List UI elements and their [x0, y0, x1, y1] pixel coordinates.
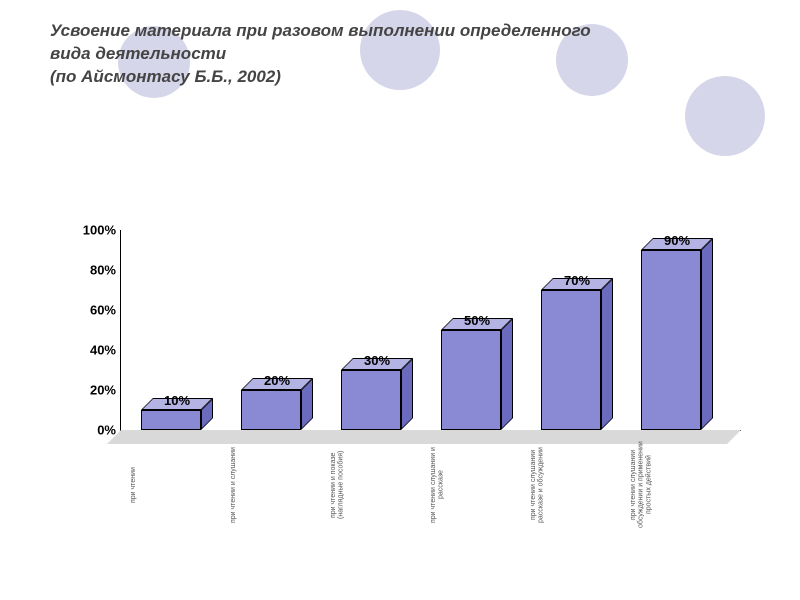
y-tick: 40%	[66, 343, 116, 358]
bar-side	[501, 318, 513, 430]
y-tick: 80%	[66, 263, 116, 278]
y-tick: 0%	[66, 423, 116, 438]
retention-chart: 0%20%40%60%80%100%10%20%30%50%70%90% при…	[60, 230, 760, 560]
x-tick-label: при чтении слушании обсуждении и примене…	[630, 440, 710, 530]
title-line-3: (по Айсмонтасу Б.Б., 2002)	[50, 67, 281, 86]
x-tick-label: при чтении и слушании	[230, 440, 310, 530]
y-tick: 60%	[66, 303, 116, 318]
bar-value-label: 70%	[547, 273, 607, 288]
bar-front	[441, 330, 501, 430]
bar-side	[701, 238, 713, 430]
bar-value-label: 20%	[247, 373, 307, 388]
bar-value-label: 30%	[347, 353, 407, 368]
bar: 30%	[341, 370, 401, 430]
title-line-2: вида деятельности	[50, 44, 226, 63]
plot-region: 0%20%40%60%80%100%10%20%30%50%70%90%	[120, 230, 741, 431]
bar-side	[401, 358, 413, 430]
x-tick-label: при чтении	[130, 440, 210, 530]
y-tick: 100%	[66, 223, 116, 238]
bar-value-label: 10%	[147, 393, 207, 408]
bar-front	[341, 370, 401, 430]
bar: 10%	[141, 410, 201, 430]
bar-value-label: 90%	[647, 233, 707, 248]
bar-front	[241, 390, 301, 430]
bar-front	[141, 410, 201, 430]
bar: 20%	[241, 390, 301, 430]
bar: 70%	[541, 290, 601, 430]
bar-front	[641, 250, 701, 430]
x-tick-label: при чтении и показе (наглядные пособия)	[330, 440, 410, 530]
bar: 90%	[641, 250, 701, 430]
bar-side	[601, 278, 613, 430]
page-title: Усвоение материала при разовом выполнени…	[50, 20, 750, 89]
x-tick-label: при чтении слушании и рассказе	[430, 440, 510, 530]
bar: 50%	[441, 330, 501, 430]
x-tick-label: при чтении слушании рассказе и обсуждени…	[530, 440, 610, 530]
bar-front	[541, 290, 601, 430]
y-tick: 20%	[66, 383, 116, 398]
bar-value-label: 50%	[447, 313, 507, 328]
title-line-1: Усвоение материала при разовом выполнени…	[50, 21, 591, 40]
